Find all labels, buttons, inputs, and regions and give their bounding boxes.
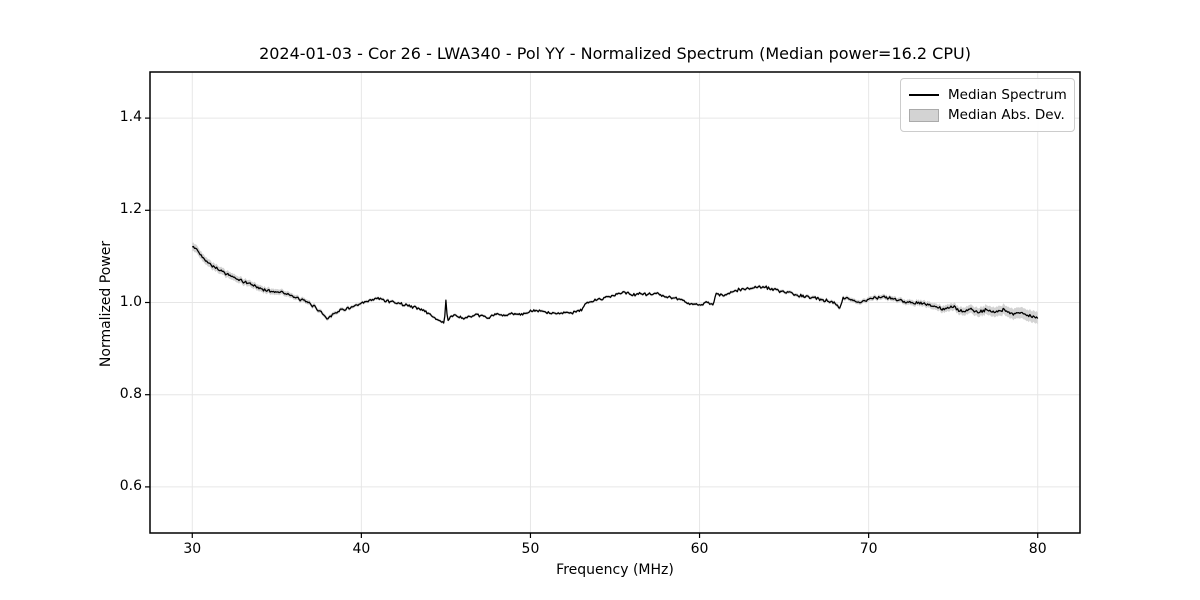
line-sample-icon [909, 94, 939, 96]
x-tick-label: 60 [690, 541, 709, 557]
x-tick-label: 70 [859, 541, 878, 557]
median-spectrum-line [191, 245, 1039, 324]
y-tick-label: 1.2 [119, 201, 142, 218]
x-tick-label: 40 [352, 541, 371, 557]
legend-label: Median Abs. Dev. [948, 107, 1065, 123]
y-tick-label: 1.4 [119, 109, 142, 126]
legend-label: Median Spectrum [948, 87, 1067, 103]
x-tick-label: 50 [521, 541, 540, 557]
plot-grid [150, 72, 1080, 533]
chart-title: 2024-01-03 - Cor 26 - LWA340 - Pol YY - … [259, 44, 971, 63]
x-tick-label: 80 [1028, 541, 1047, 557]
y-tick-label: 0.6 [119, 477, 142, 494]
legend-item-median-abs-dev: Median Abs. Dev. [909, 105, 1066, 125]
patch-sample-icon [909, 108, 939, 122]
legend: Median Spectrum Median Abs. Dev. [900, 78, 1075, 132]
median-abs-dev-band [192, 242, 1038, 325]
legend-item-median-spectrum: Median Spectrum [909, 85, 1067, 105]
y-tick-label: 0.8 [119, 385, 142, 402]
axis-ticks [145, 117, 1039, 538]
x-tick-label: 30 [183, 541, 202, 557]
y-tick-label: 1.0 [119, 293, 142, 310]
x-axis-label: Frequency (MHz) [556, 562, 674, 578]
